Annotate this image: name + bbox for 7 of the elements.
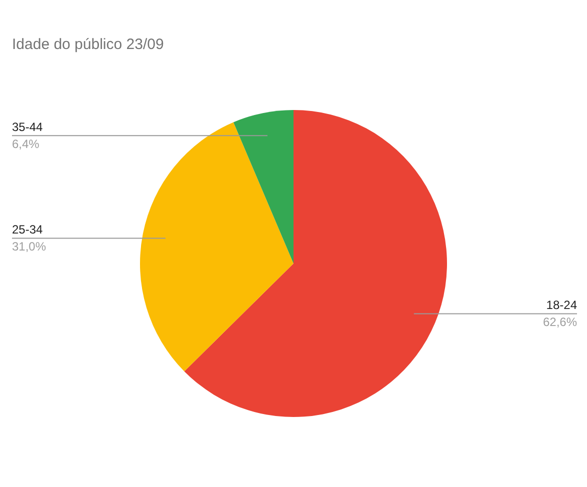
chart-title: Idade do público 23/09 <box>12 36 164 53</box>
data-label: 31,0% <box>12 240 46 254</box>
slice-label: 18-24 <box>546 298 578 312</box>
data-label: 62,6% <box>542 315 578 330</box>
data-label: 6,4% <box>12 136 40 151</box>
slice-label: 25-34 <box>12 222 44 237</box>
slice-label: 35-44 <box>12 120 44 134</box>
